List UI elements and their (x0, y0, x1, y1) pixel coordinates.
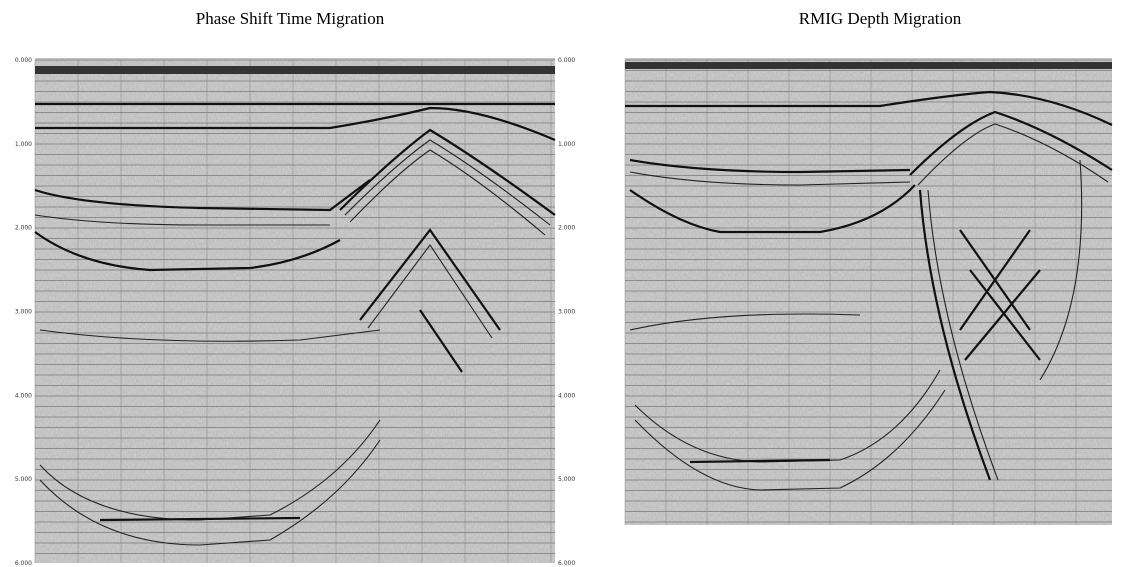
reflector (917, 123, 1109, 186)
reflector (344, 139, 551, 226)
y-axis-label: 0.000 (15, 57, 32, 64)
reflector (359, 228, 501, 331)
reflector (1039, 159, 1083, 381)
seismic-section (34, 58, 556, 563)
section-texture (35, 58, 555, 563)
reflector (419, 309, 463, 373)
panel-title: Phase Shift Time Migration (196, 9, 385, 28)
y-axis-label: 0.000 (558, 57, 575, 64)
y-axis-label: 6.000 (15, 560, 32, 567)
reflector (927, 189, 999, 481)
reflector (629, 184, 916, 234)
reflector (349, 149, 546, 236)
reflector (34, 179, 371, 212)
y-axis-label: 4.000 (15, 392, 32, 399)
reflector (339, 128, 556, 216)
y-axis-label: 3.000 (15, 309, 32, 316)
reflector (625, 62, 1112, 69)
y-axis-label: 2.000 (558, 225, 575, 232)
panel-title: RMIG Depth Migration (799, 9, 962, 28)
reflector (39, 329, 381, 342)
y-axis-label: 5.000 (558, 476, 575, 483)
grid (624, 59, 1112, 525)
y-axis-label: 4.000 (558, 392, 575, 399)
y-axis-label: 6.000 (558, 560, 575, 567)
y-axis-label: 1.000 (15, 141, 32, 148)
reflector (634, 389, 946, 491)
reflector (909, 110, 1113, 176)
reflector (918, 189, 992, 481)
reflector (629, 171, 911, 186)
y-axis-label: 2.000 (15, 225, 32, 232)
y-axis-label: 3.000 (558, 309, 575, 316)
y-axis-label: 1.000 (558, 141, 575, 148)
grid (34, 59, 555, 563)
reflector (625, 90, 1113, 126)
axis-labels: 0.000 0.000 1.000 1.000 2.000 2.000 3.000 3.000… (15, 57, 576, 567)
y-axis-label: 5.000 (15, 476, 32, 483)
seismic-section (624, 58, 1113, 525)
reflector (34, 214, 330, 226)
reflector (35, 66, 555, 74)
section-texture (625, 58, 1112, 525)
reflector (367, 244, 493, 339)
reflector (35, 106, 556, 142)
reflector (959, 229, 1041, 361)
reflector (39, 439, 381, 546)
reflector (629, 158, 911, 174)
reflector (99, 516, 301, 522)
reflector (689, 458, 831, 464)
reflector (629, 313, 861, 331)
reflector (34, 231, 341, 272)
